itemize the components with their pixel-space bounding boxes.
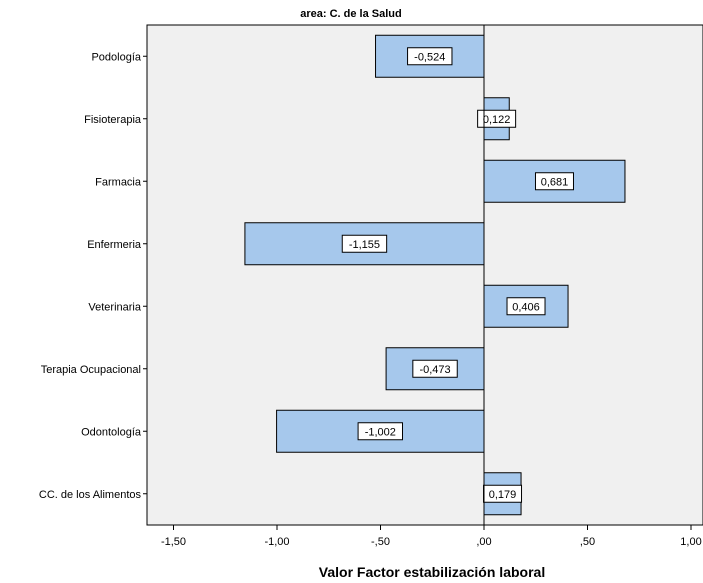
y-tick-label: CC. de los Alimentos [39,489,142,501]
y-tick-label: Farmacia [95,176,142,188]
y-tick-label: Enfermeria [87,239,142,251]
x-tick-label: ,00 [476,536,491,548]
x-tick-label: -1,00 [264,536,289,548]
y-tick-label: Veterinaria [88,301,141,313]
y-tick-label: Fisioterapia [84,114,142,126]
data-label-box [506,297,546,316]
data-label: 0,406 [512,301,540,313]
x-axis-label: Valor Factor estabilización laboral [319,564,545,580]
x-tick-label: -1,50 [161,536,186,548]
y-tick-label: Odontología [81,426,142,438]
y-axis: Podología Fisioterapia Farmacia Enfermeria V… [39,51,147,501]
data-label-box [412,359,458,378]
x-tick-label: 1,00 [680,536,701,548]
data-label: 0,681 [541,176,569,188]
data-label: -0,473 [419,364,450,376]
data-label-box [477,109,517,128]
data-label: -1,155 [349,239,380,251]
data-label-box [407,47,453,66]
data-label: -1,002 [365,426,396,438]
chart-title: area: C. de la Salud [300,8,401,20]
x-axis: -1,50 -1,00 -,50 ,00 ,50 1,00 [161,525,702,548]
data-label: 0,179 [489,489,517,501]
y-tick-label: Podología [91,51,141,63]
data-label: -0,524 [414,51,445,63]
bars-group: -0,524 0,122 0,681 -1,155 0,406 -0,473 -1,002 0… [244,34,626,516]
data-label-box [341,234,388,253]
data-label-box [357,422,403,441]
y-tick-label: Terapia Ocupacional [41,364,141,376]
x-tick-label: ,50 [580,536,595,548]
x-tick-label: -,50 [371,536,390,548]
data-label-box [534,172,574,191]
data-label: 0,122 [483,114,511,126]
